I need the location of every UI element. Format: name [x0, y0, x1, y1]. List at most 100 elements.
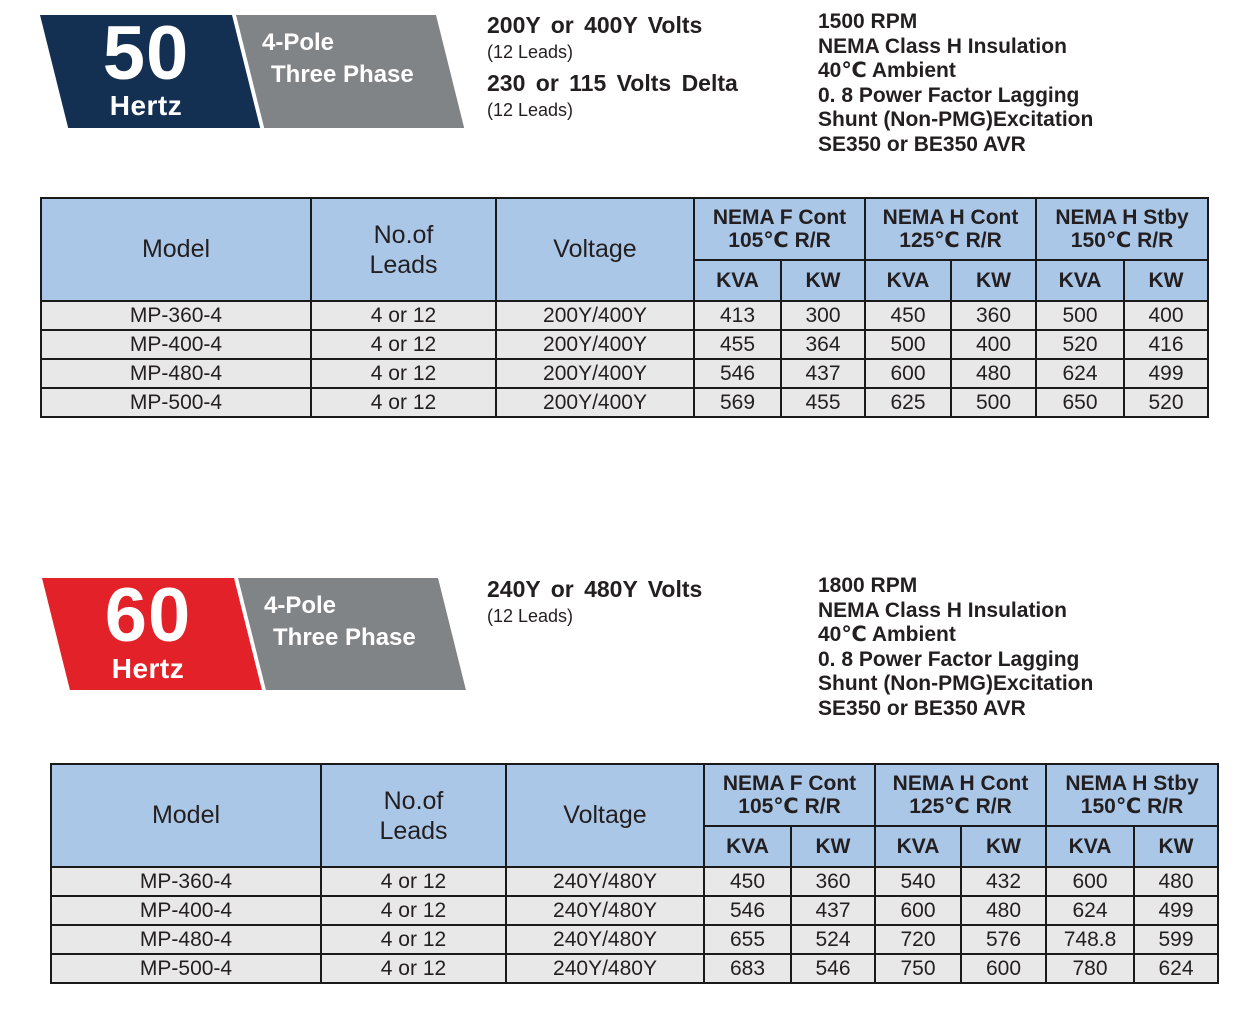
group-title: NEMA H Cont [882, 206, 1019, 229]
kw-cell: 400 [949, 329, 1038, 360]
unit-header-kw: KW [949, 259, 1038, 302]
group-header-nema-f-cont: NEMA F Cont 105℃ R/R [703, 763, 876, 827]
voltage-cell: 240Y/480Y [505, 953, 705, 984]
model-cell: MP-500-4 [40, 387, 312, 418]
kw-cell: 524 [790, 924, 876, 955]
model-cell: MP-400-4 [40, 329, 312, 360]
kw-cell: 480 [949, 358, 1038, 389]
unit-header-kw: KW [959, 825, 1048, 868]
group-header-nema-h-cont: NEMA H Cont 125℃ R/R [873, 763, 1048, 827]
model-cell: MP-480-4 [40, 358, 312, 389]
kva-cell: 520 [1035, 329, 1126, 360]
kva-cell: 546 [703, 895, 792, 926]
spec-line: SE350 or BE350 AVR [818, 132, 1026, 156]
unit-header-kva: KVA [1045, 825, 1136, 868]
spec-line: NEMA Class H Insulation [818, 34, 1067, 58]
group-header-nema-h-stby: NEMA H Stby 150℃ R/R [1035, 197, 1210, 261]
spec-line: Shunt (Non-PMG)Excitation [818, 108, 1094, 131]
kva-cell: 455 [693, 329, 782, 360]
voltage-option: 200Y or 400Y Volts [487, 12, 703, 38]
unit-header-kva: KVA [1035, 259, 1126, 302]
kva-cell: 683 [703, 953, 792, 984]
col-header-model: Model [40, 197, 312, 302]
kva-cell: 569 [693, 387, 782, 418]
spec-line: 0. 8 Power Factor Lagging [818, 647, 1080, 671]
kva-cell: 655 [703, 924, 792, 955]
spec-line: NEMA Class H Insulation [818, 598, 1067, 622]
kw-cell: 599 [1133, 924, 1220, 955]
spec-line: 1500 RPM [818, 10, 918, 33]
kva-cell: 546 [693, 358, 782, 389]
kva-cell: 450 [864, 300, 952, 331]
spec-line: 40℃ Ambient [818, 623, 956, 646]
leads-cell: 4 or 12 [320, 924, 507, 955]
hertz-50-badge-text: 50 Hertz [46, 15, 246, 128]
group-title: NEMA F Cont [712, 206, 847, 229]
leads-cell: 4 or 12 [320, 866, 507, 897]
kva-cell: 720 [874, 924, 962, 955]
hertz-60-badge-text: 60 Hertz [48, 578, 248, 690]
kw-cell: 432 [959, 866, 1048, 897]
table-row: MP-480-4 4 or 12 200Y/400Y 546 437 600 480 624 4… [40, 358, 1210, 389]
kva-cell: 780 [1045, 953, 1136, 984]
pole-phase-label-50: 4-Pole Three Phase [262, 27, 414, 91]
kw-cell: 416 [1123, 329, 1210, 360]
kva-cell: 748.8 [1045, 924, 1136, 955]
col-header-leads-line2: Leads [369, 250, 438, 279]
model-cell: MP-360-4 [50, 866, 322, 897]
group-header-nema-h-cont: NEMA H Cont 125℃ R/R [863, 197, 1038, 261]
table-row: MP-500-4 4 or 12 240Y/480Y 683 546 750 600 780 6… [50, 953, 1220, 984]
spec-line: 1800 RPM [818, 574, 918, 597]
leads-note: (12 Leads) [487, 606, 574, 626]
group-title: NEMA H Stby [1065, 772, 1199, 795]
unit-header-kva: KVA [703, 825, 792, 868]
kw-cell: 455 [780, 387, 866, 418]
spec-list-60: 1800 RPM NEMA Class H Insulation 40℃ Amb… [818, 574, 1230, 721]
group-title: NEMA F Cont [722, 772, 857, 795]
spec-line: SE350 or BE350 AVR [818, 696, 1026, 720]
kva-cell: 540 [874, 866, 962, 897]
kva-cell: 600 [864, 358, 952, 389]
phase-line: Three Phase [273, 624, 416, 651]
kw-cell: 499 [1133, 895, 1220, 926]
table-row: MP-480-4 4 or 12 240Y/480Y 655 524 720 576 748.… [50, 924, 1220, 955]
leads-cell: 4 or 12 [320, 953, 507, 984]
group-subtitle: 150℃ R/R [1080, 795, 1184, 818]
kva-cell: 500 [1035, 300, 1126, 331]
table-row: MP-400-4 4 or 12 240Y/480Y 546 437 600 480 624 4… [50, 895, 1220, 926]
frequency-unit: Hertz [111, 652, 185, 684]
kw-cell: 480 [959, 895, 1048, 926]
group-subtitle: 125℃ R/R [899, 229, 1002, 252]
spec-line: Shunt (Non-PMG)Excitation [818, 672, 1094, 695]
kva-cell: 750 [874, 953, 962, 984]
frequency-value: 60 [104, 573, 192, 659]
kw-cell: 499 [1123, 358, 1210, 389]
frequency-value: 50 [102, 10, 190, 96]
kw-cell: 520 [1123, 387, 1210, 418]
kva-cell: 625 [864, 387, 952, 418]
group-subtitle: 125℃ R/R [909, 795, 1012, 818]
leads-cell: 4 or 12 [310, 329, 497, 360]
spec-line: 40℃ Ambient [818, 59, 956, 82]
kva-cell: 650 [1035, 387, 1126, 418]
kva-cell: 600 [1045, 866, 1136, 897]
spec-table-50hz: Model No.of Leads Voltage NEMA F Cont 10… [40, 197, 1210, 418]
kw-cell: 360 [949, 300, 1038, 331]
group-subtitle: 150℃ R/R [1070, 229, 1174, 252]
model-cell: MP-480-4 [50, 924, 322, 955]
kva-cell: 500 [864, 329, 952, 360]
pole-phase-label-60: 4-Pole Three Phase [264, 590, 416, 654]
model-cell: MP-500-4 [50, 953, 322, 984]
col-header-voltage: Voltage [495, 197, 695, 302]
kva-cell: 413 [693, 300, 782, 331]
phase-line: Three Phase [271, 61, 414, 88]
frequency-unit: Hertz [109, 90, 183, 122]
kw-cell: 480 [1133, 866, 1220, 897]
spec-line: 0. 8 Power Factor Lagging [818, 83, 1080, 107]
unit-header-kw: KW [1133, 825, 1220, 868]
voltage-cell: 200Y/400Y [495, 387, 695, 418]
leads-note: (12 Leads) [487, 100, 574, 120]
kva-cell: 624 [1035, 358, 1126, 389]
leads-cell: 4 or 12 [310, 300, 497, 331]
voltage-cell: 200Y/400Y [495, 329, 695, 360]
